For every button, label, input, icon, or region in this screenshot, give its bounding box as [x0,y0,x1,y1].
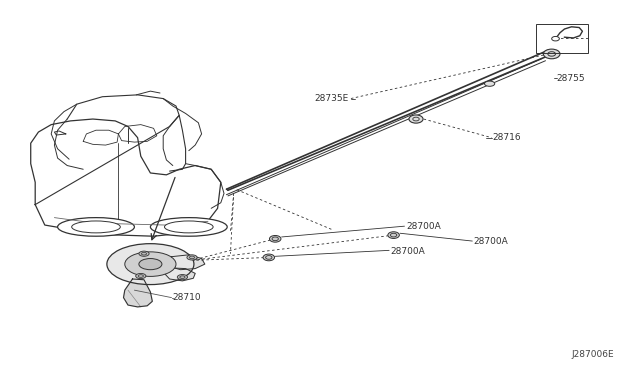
Ellipse shape [125,252,176,276]
Text: J287006E: J287006E [572,350,614,359]
Text: 28755: 28755 [557,74,586,83]
Polygon shape [165,268,195,281]
Ellipse shape [484,81,495,86]
Ellipse shape [388,232,399,238]
Ellipse shape [263,254,275,261]
Ellipse shape [107,244,194,285]
Ellipse shape [552,36,559,41]
Ellipse shape [136,273,146,279]
Text: 28716: 28716 [493,133,522,142]
Ellipse shape [58,218,134,236]
Ellipse shape [177,275,188,280]
Text: 28700A: 28700A [406,222,441,231]
Polygon shape [172,255,205,270]
Ellipse shape [150,218,227,236]
Ellipse shape [409,115,423,123]
Ellipse shape [269,235,281,242]
Ellipse shape [187,255,197,260]
Ellipse shape [164,221,213,233]
Text: 28700A: 28700A [390,247,425,256]
Polygon shape [124,279,152,307]
Ellipse shape [139,259,162,270]
Ellipse shape [139,251,149,256]
Bar [536,24,588,53]
Ellipse shape [72,221,120,233]
Text: 28700A: 28700A [474,237,508,246]
Ellipse shape [543,49,560,59]
Text: 28710: 28710 [173,293,202,302]
Text: 28735E: 28735E [314,94,349,103]
